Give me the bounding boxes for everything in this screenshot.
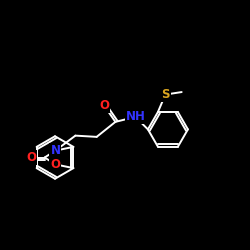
Text: O: O	[50, 158, 60, 171]
Text: O: O	[26, 151, 36, 164]
Text: N: N	[50, 144, 60, 157]
Text: NH: NH	[126, 110, 145, 123]
Text: O: O	[99, 99, 109, 112]
Text: S: S	[161, 88, 170, 101]
